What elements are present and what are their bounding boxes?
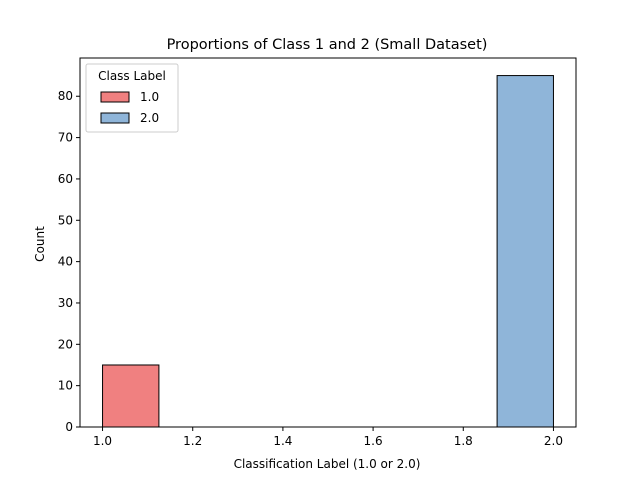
legend-items: 1.0 2.0 <box>100 90 159 125</box>
y-tick-label: 80 <box>58 89 73 103</box>
x-tick-label: 1.0 <box>93 434 112 448</box>
legend: Class Label 1.0 2.0 <box>85 63 179 133</box>
x-axis-title: Classification Label (1.0 or 2.0) <box>234 457 421 471</box>
y-tick-label: 10 <box>58 379 73 393</box>
x-tick-label: 1.2 <box>183 434 202 448</box>
axes-frame <box>79 57 577 428</box>
y-tick-label: 20 <box>58 337 73 351</box>
plot-area: 1.0 1.2 1.4 1.6 1.8 2.0 0 10 20 30 40 50 60 70 80 <box>58 57 577 448</box>
y-tick-label: 30 <box>58 296 73 310</box>
legend-label-2-0: 2.0 <box>140 111 159 125</box>
histogram-bar-2-0 <box>496 75 554 428</box>
legend-label-1-0: 1.0 <box>140 90 159 104</box>
y-tick-label: 0 <box>65 420 73 434</box>
chart-title: Proportions of Class 1 and 2 (Small Data… <box>167 37 488 53</box>
legend-title: Class Label <box>98 69 166 83</box>
y-tick-label: 50 <box>58 213 73 227</box>
y-tick-label: 40 <box>58 255 73 269</box>
y-axis-title: Count <box>33 226 47 262</box>
histogram-bar-1-0 <box>102 364 160 428</box>
x-tick-label: 1.6 <box>364 434 383 448</box>
x-tick-label: 1.4 <box>273 434 292 448</box>
y-tick-label: 60 <box>58 172 73 186</box>
y-tick-label: 70 <box>58 131 73 145</box>
x-tick-label: 2.0 <box>544 434 563 448</box>
legend-swatch-1-0 <box>100 91 130 103</box>
legend-swatch-2-0 <box>100 112 130 124</box>
x-tick-label: 1.8 <box>454 434 473 448</box>
